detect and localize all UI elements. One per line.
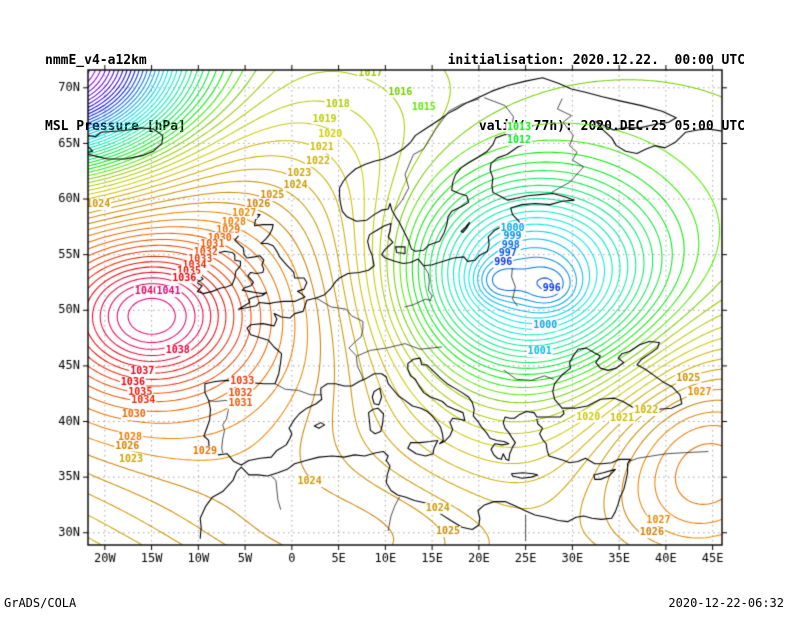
generation-timestamp: 2020-12-22-06:32	[668, 596, 784, 610]
grads-credit: GrADS/COLA	[4, 596, 77, 610]
